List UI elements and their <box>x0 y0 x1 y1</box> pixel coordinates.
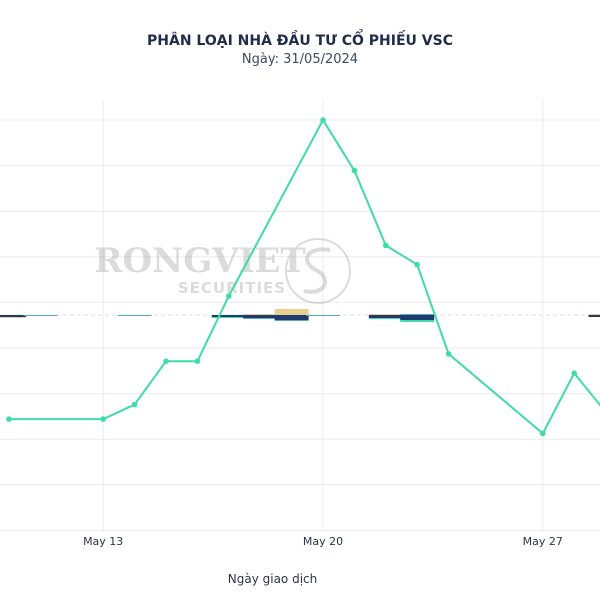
zero-bar-segment <box>274 320 309 321</box>
x-tick-labels: May 13 May 20 May 27 <box>83 535 563 548</box>
data-point <box>226 293 232 299</box>
x-tick-label: May 20 <box>303 535 343 548</box>
zero-bar-segment <box>368 314 403 315</box>
data-point <box>100 416 106 422</box>
zero-bar-segment <box>23 315 58 316</box>
data-point <box>571 370 577 377</box>
watermark-dragon <box>303 247 331 294</box>
zero-bar-segment <box>0 315 26 317</box>
zero-bars <box>0 309 600 322</box>
data-point <box>194 358 201 365</box>
zero-bar-segment <box>274 315 309 320</box>
zero-bar-segment <box>400 314 435 315</box>
zero-bar-segment <box>588 315 600 317</box>
data-point <box>6 416 12 422</box>
watermark-brand: RONGVIET <box>94 241 306 281</box>
data-point <box>445 351 452 357</box>
data-point <box>414 261 421 268</box>
zero-bar-segment <box>368 315 403 318</box>
chart-subtitle: Ngày: 31/05/2024 <box>241 52 359 67</box>
watermark-emblem <box>285 238 351 304</box>
zero-bar-segment <box>274 309 309 315</box>
watermark-logo: RONGVIET SECURITIES <box>94 238 351 304</box>
data-point <box>163 358 169 365</box>
series-line-layer <box>6 117 600 437</box>
zero-bar-segment <box>211 317 246 318</box>
gridlines <box>0 100 600 532</box>
zero-bar-segment <box>588 314 600 315</box>
data-point <box>540 430 546 437</box>
zero-bar-segment <box>243 314 278 315</box>
x-axis-title: Ngày giao dịch <box>227 572 318 586</box>
zero-bar-segment <box>400 320 435 322</box>
zero-bar-segment <box>368 318 403 319</box>
zero-bar-segment <box>117 315 152 316</box>
zero-bar-segment <box>400 315 435 320</box>
zero-bar-segment <box>243 315 278 318</box>
watermark-tagline: SECURITIES <box>178 279 286 297</box>
data-point <box>351 167 358 174</box>
data-point <box>320 117 326 123</box>
chart-title: PHÂN LOẠI NHÀ ĐẦU TƯ CỔ PHIẾU VSC <box>147 33 453 49</box>
zero-bar-segment <box>0 317 26 318</box>
zero-bar-segment <box>306 315 340 316</box>
zero-bar-segment <box>243 318 278 319</box>
series-line <box>9 117 600 436</box>
zero-bar-segment <box>211 315 246 317</box>
data-point <box>131 401 138 408</box>
x-tick-label: May 13 <box>83 535 123 548</box>
x-tick-label: May 27 <box>523 535 563 548</box>
data-point <box>383 242 389 249</box>
